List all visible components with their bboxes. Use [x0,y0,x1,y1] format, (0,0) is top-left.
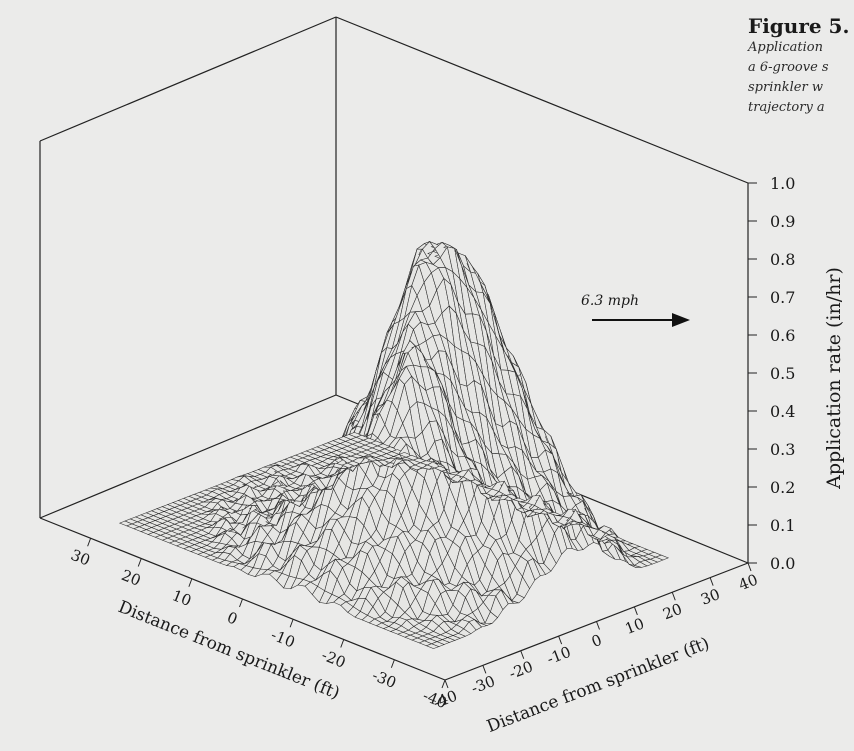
x-tick-mark [137,558,142,567]
y-tick-label: -20 [506,657,535,682]
caption-line-4: trajectory a [748,100,825,115]
wind-speed-label: 6.3 mph [581,293,639,309]
y-tick-mark [444,679,449,689]
y-tick-label: -30 [469,672,498,697]
frame-back-top-right [335,16,749,184]
frame-back-top-left [39,16,337,142]
y-tick-mark [747,562,752,572]
z-tick-label: 1.0 [770,174,795,193]
y-tick-mark [520,650,525,659]
frame-floor-back-left [39,394,337,519]
y-tick-label: 30 [698,585,722,609]
figure-title: Figure 5. [748,14,850,38]
surface-cell [655,554,670,561]
y-tick-mark [482,665,487,674]
y-tick-mark [671,592,676,601]
x-tick-mark [188,578,193,587]
z-tick-label: 0.1 [770,516,795,535]
y-tick-label: 10 [622,614,646,638]
z-tick-label: 0.8 [770,250,795,269]
y-tick-label: 0 [589,631,604,651]
z-axis-ticks: 0.0 0.1 0.2 0.3 0.4 0.5 0.6 0.7 0.8 0.9 1.0 [748,174,795,573]
y-tick-mark [709,577,714,586]
x-tick-label: 20 [119,566,143,590]
z-tick-label: 0.4 [770,402,795,421]
z-tick-label: 0.0 [770,554,795,573]
x-tick-label: 30 [68,546,92,570]
y-tick-mark [633,606,638,616]
x-tick-mark [390,659,395,668]
caption-line-2: a 6-groove s [748,60,829,75]
x-tick-label: -10 [268,626,297,652]
application-surface [118,240,670,649]
z-tick-label: 0.2 [770,478,795,497]
z-tick-label: 0.9 [770,212,795,231]
caption-line-1: Application [748,40,823,55]
z-tick-label: 0.6 [770,326,795,345]
x-tick-label: -30 [370,666,399,692]
x-tick-mark [239,598,243,608]
z-tick-label: 0.7 [770,288,795,307]
y-tick-label: -10 [544,643,573,668]
x-tick-mark [289,619,294,628]
caption-line-3: sprinkler w [748,80,823,95]
z-tick-label: 0.5 [770,364,795,383]
wind-arrow [592,313,690,327]
x-tick-label: 0 [225,608,241,628]
x-tick-label: 10 [170,586,194,610]
z-axis-label: Application rate (in/hr) [823,267,845,490]
x-tick-mark [340,639,345,648]
z-tick-label: 0.3 [770,440,795,459]
x-tick-mark [87,538,92,547]
y-tick-label: 40 [736,571,760,595]
x-tick-mark [441,679,446,689]
y-tick-mark [558,635,563,645]
x-tick-label: -20 [319,646,348,672]
y-tick-mark [596,621,600,630]
y-tick-label: 20 [660,600,684,624]
